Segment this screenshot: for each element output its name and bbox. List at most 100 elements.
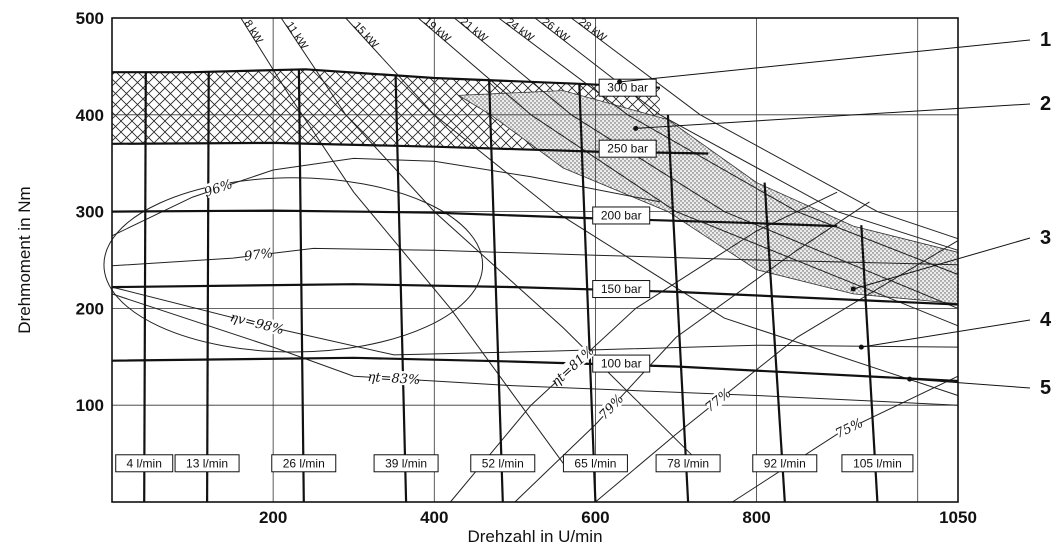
efficiency-label-bg [703,386,732,413]
curves [103,17,959,503]
flow-line [763,182,786,503]
pressure-label: 250 bar [607,142,648,156]
flow-line [206,72,210,503]
flow-line [666,114,690,503]
callout-number: 4 [1040,309,1052,331]
callout-leader [853,237,1031,290]
flow-label: 26 l/min [283,456,325,470]
efficiency-label: ηv=98% [228,310,285,338]
efficiency-line [111,157,660,237]
pressure-label: 200 bar [601,208,642,222]
flow-line [297,69,305,503]
callout-number: 3 [1040,227,1051,249]
pressure-label: 300 bar [607,81,648,95]
callout-leader [635,103,1031,129]
efficiency-label-bg [233,310,282,336]
x-tick-label: 400 [420,508,448,527]
callout-leader [909,378,1031,389]
flow-label: 4 l/min [127,456,162,470]
x-axis-label: Drehzahl in U/min [467,527,602,544]
pressure-label-box [592,206,651,225]
flow-label-box [470,454,536,473]
callout-dot [617,79,623,85]
power-label: 8 kW [241,18,265,46]
power-label: 28 kW [576,16,609,45]
callout-dot [850,286,856,292]
y-tick-label: 200 [76,299,104,318]
callout-number: 1 [1040,29,1051,51]
efficiency-label: 77% [703,386,735,416]
efficiency-label: 79% [597,392,628,423]
y-tick-label: 100 [76,396,104,415]
efficiency-line [111,247,959,267]
pressure-line [111,209,838,228]
flow-label-box [841,454,914,473]
flow-label-box [562,454,628,473]
flow-label: 78 l/min [667,456,709,470]
pressure-label-box [592,280,651,299]
efficiency-label-bg [834,415,864,440]
pressure-label-box [598,78,657,97]
flow-label-box [752,454,818,473]
flow-line [394,76,408,503]
efficiency-line [595,240,959,503]
y-tick-label: 400 [76,106,104,125]
flow-label: 65 l/min [574,456,616,470]
power-curve [498,17,959,275]
pressure-label-box [592,354,651,373]
efficiency-label-bg [203,176,233,199]
peak-region [458,90,959,305]
efficiency-label-bg [550,345,594,387]
efficiency-label: 97% [243,246,273,264]
flow-line [578,83,597,503]
x-tick-label: 800 [742,508,770,527]
flow-label: 39 l/min [385,456,427,470]
power-curve [417,17,959,327]
power-label: 15 kW [351,20,381,52]
pressure-label: 150 bar [601,282,642,296]
callout-dot [858,344,864,350]
power-label: 19 kW [421,16,453,46]
efficiency-line [514,201,870,503]
pressure-line [111,356,959,383]
callout-leader [619,39,1031,83]
callout-dot [907,376,913,382]
flow-label-box [373,454,439,473]
power-label: 24 kW [504,16,537,45]
power-curve [534,17,959,251]
power-curve [570,17,959,240]
efficiency-island [103,177,484,353]
flow-label-box [271,454,337,473]
x-tick-label: 600 [581,508,609,527]
flow-line [488,79,504,503]
y-tick-label: 300 [76,203,104,222]
power-label: 21 kW [458,16,490,46]
efficiency-label-bg [370,369,418,386]
flow-label-box [174,454,240,473]
efficiency-line [450,191,838,503]
flow-label-box [655,454,721,473]
flow-label-box [115,454,174,473]
flow-line [143,72,147,503]
power-label: 26 kW [540,16,572,45]
power-curve [345,17,959,396]
y-axis-label: Drehmoment in Nm [15,186,34,333]
plot-frame [111,17,959,503]
callout-number: 5 [1040,377,1051,399]
pressure-line [111,283,959,306]
flow-label: 105 l/min [853,456,902,470]
pressure-label-box [598,139,657,158]
callout-leader [861,319,1031,348]
x-tick-label: 1050 [939,508,977,527]
efficiency-line [111,293,959,406]
axes: 200 400 600 800 1050 100 200 300 400 500 Drehzahl … [15,9,977,544]
efficiency-label: 75% [833,416,866,442]
efficiency-label-bg [597,392,625,421]
efficiency-line [732,375,959,503]
x-tick-label: 200 [259,508,287,527]
efficiency-label: ηt=83% [367,370,421,388]
efficiency-label-bg [245,245,272,263]
callout-dot [633,125,639,131]
callout-number: 2 [1040,93,1051,115]
